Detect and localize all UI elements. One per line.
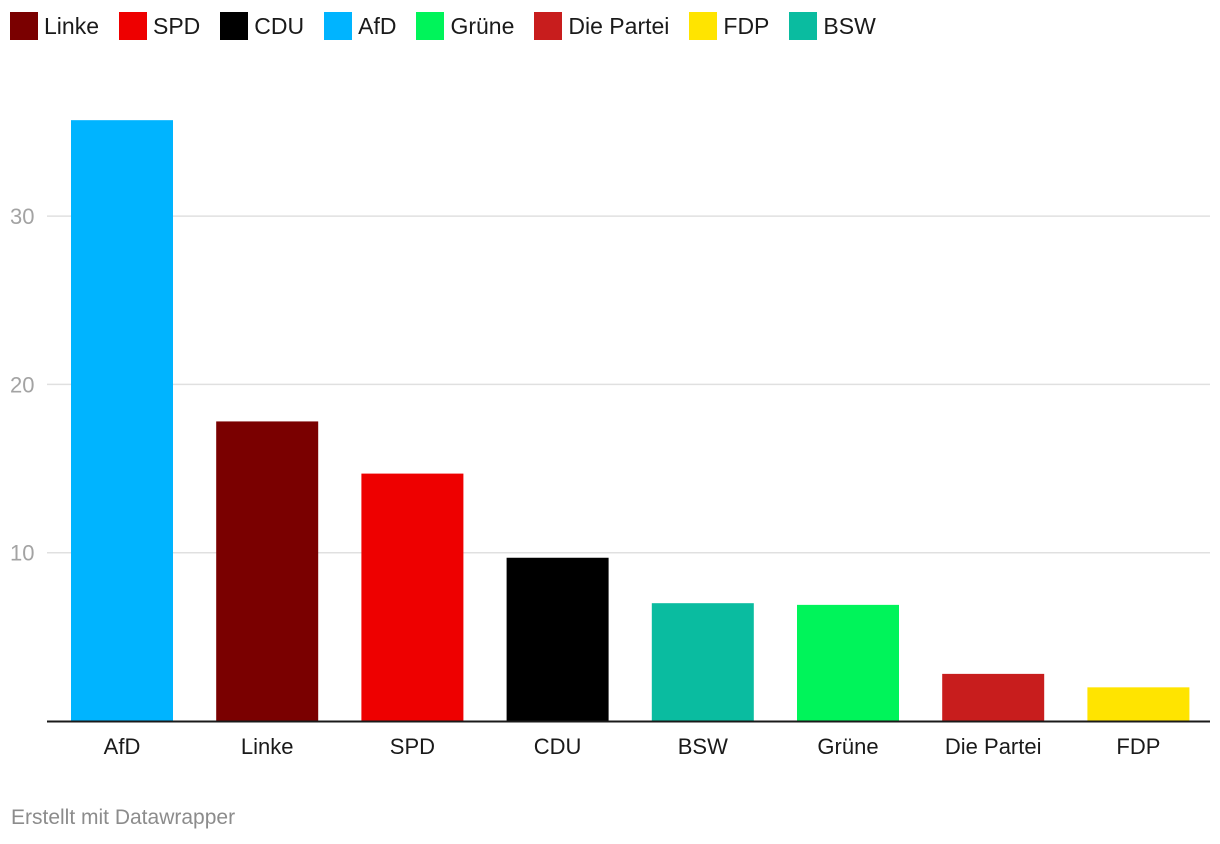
legend-swatch (118, 12, 147, 40)
legend-label: Linke (44, 13, 99, 39)
legend-label: CDU (254, 13, 305, 39)
bar-die-partei (942, 673, 1045, 721)
legend-item: AfD (324, 10, 396, 42)
legend-item: FDP (689, 10, 769, 42)
y-tick-labels: 10 20 30 (10, 204, 34, 566)
bar-spd (361, 473, 464, 721)
bar-bsw (651, 603, 754, 721)
category-label: SPD (390, 734, 435, 759)
bars (71, 120, 1190, 721)
category-label: FDP (1116, 734, 1160, 759)
bar-linke (216, 421, 319, 721)
legend-label: FDP (723, 13, 770, 39)
category-label: AfD (104, 734, 141, 759)
chart-legend: Linke SPD CDU AfD Grüne Die Partei FDP BSW (10, 10, 896, 42)
legend-label: Grüne (450, 13, 515, 39)
legend-label: SPD (152, 13, 201, 39)
y-tick-label: 20 (10, 372, 34, 397)
legend-item: Grüne (416, 10, 514, 42)
legend-swatch (534, 12, 563, 40)
category-label: BSW (678, 734, 728, 759)
legend-item: SPD (118, 10, 201, 42)
category-label: Grüne (817, 734, 878, 759)
legend-label: Die Partei (568, 13, 670, 39)
category-label: CDU (534, 734, 582, 759)
legend-item: Die Partei (534, 10, 669, 42)
category-label: Die Partei (945, 734, 1042, 759)
legend-swatch (324, 12, 353, 40)
y-tick-label: 10 (10, 541, 34, 566)
category-labels: AfD Linke SPD CDU BSW Grüne Die Partei FDP (104, 734, 1161, 759)
legend-item: Linke (10, 10, 99, 42)
legend-swatch (689, 12, 718, 40)
legend-item: CDU (220, 10, 304, 42)
bar-grüne (797, 604, 899, 721)
bar-cdu (506, 557, 609, 721)
legend-label: BSW (823, 13, 876, 39)
bar-fdp (1087, 687, 1190, 721)
legend-swatch (10, 12, 38, 40)
legend-swatch (789, 12, 818, 40)
legend-label: AfD (358, 13, 397, 39)
legend-swatch (416, 12, 445, 40)
category-label: Linke (241, 734, 294, 759)
y-tick-label: 30 (10, 204, 34, 229)
bar-afd (71, 120, 173, 721)
credit-text: Erstellt mit Datawrapper (11, 806, 236, 829)
legend-item: BSW (789, 10, 876, 42)
legend-swatch (220, 12, 249, 40)
